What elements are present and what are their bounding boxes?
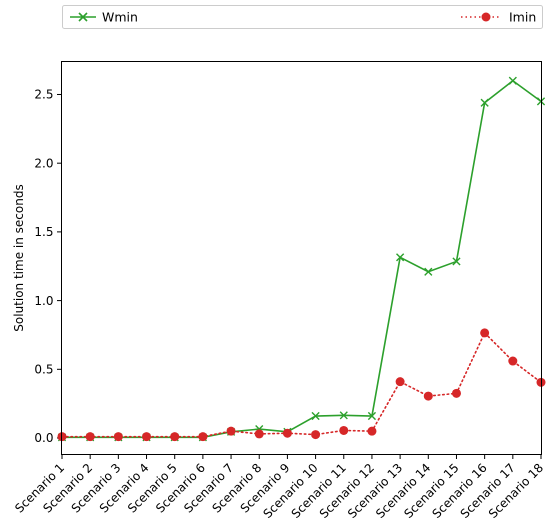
legend-wmin-label: Wmin bbox=[102, 10, 138, 25]
legend-frame bbox=[62, 5, 543, 29]
y-axis-label: Solution time in seconds bbox=[12, 184, 26, 331]
y-tick-label: 0.5 bbox=[34, 363, 53, 377]
data-point-imin bbox=[254, 429, 264, 439]
y-tick-label: 0.0 bbox=[34, 431, 53, 445]
data-point-imin bbox=[170, 432, 180, 442]
data-point-imin bbox=[198, 432, 208, 442]
legend-imin-marker bbox=[481, 12, 491, 22]
series-imin bbox=[57, 328, 546, 442]
y-tick-label: 1.5 bbox=[34, 225, 53, 239]
legend: Wmin Imin bbox=[62, 5, 543, 29]
plot-frame bbox=[61, 61, 542, 455]
data-point-imin bbox=[85, 432, 95, 442]
data-point-wmin bbox=[452, 257, 461, 266]
legend-item-wmin: Wmin bbox=[70, 10, 138, 25]
data-point-imin bbox=[339, 425, 349, 435]
y-axis-ticks: 0.0 0.5 1.0 1.5 2.0 2.5 bbox=[34, 88, 62, 445]
series-layer bbox=[57, 76, 546, 442]
data-point-wmin bbox=[339, 411, 348, 420]
data-point-imin bbox=[395, 377, 405, 387]
data-point-wmin bbox=[480, 98, 489, 107]
data-point-wmin bbox=[367, 411, 377, 421]
series-line-imin bbox=[61, 331, 542, 438]
data-point-imin bbox=[367, 426, 377, 436]
data-point-imin bbox=[226, 426, 236, 436]
legend-imin-label: Imin bbox=[509, 10, 536, 25]
data-point-imin bbox=[451, 388, 461, 398]
legend-wmin-marker bbox=[78, 12, 88, 22]
series-line-wmin bbox=[62, 79, 542, 439]
data-point-imin bbox=[423, 391, 433, 401]
data-point-imin bbox=[480, 328, 490, 338]
y-tick-label: 2.5 bbox=[34, 88, 53, 102]
legend-item-imin: Imin bbox=[461, 10, 536, 25]
data-point-imin bbox=[508, 356, 518, 366]
data-point-imin bbox=[113, 432, 123, 442]
data-point-imin bbox=[142, 432, 152, 442]
data-point-wmin bbox=[311, 411, 320, 421]
data-point-wmin bbox=[424, 267, 433, 276]
y-tick-label: 2.0 bbox=[34, 156, 53, 170]
y-tick-label: 1.0 bbox=[34, 294, 53, 308]
series-wmin bbox=[57, 76, 546, 442]
data-point-wmin bbox=[396, 253, 405, 262]
data-point-wmin bbox=[508, 76, 517, 85]
data-point-imin bbox=[282, 428, 292, 438]
data-point-imin bbox=[311, 430, 321, 440]
